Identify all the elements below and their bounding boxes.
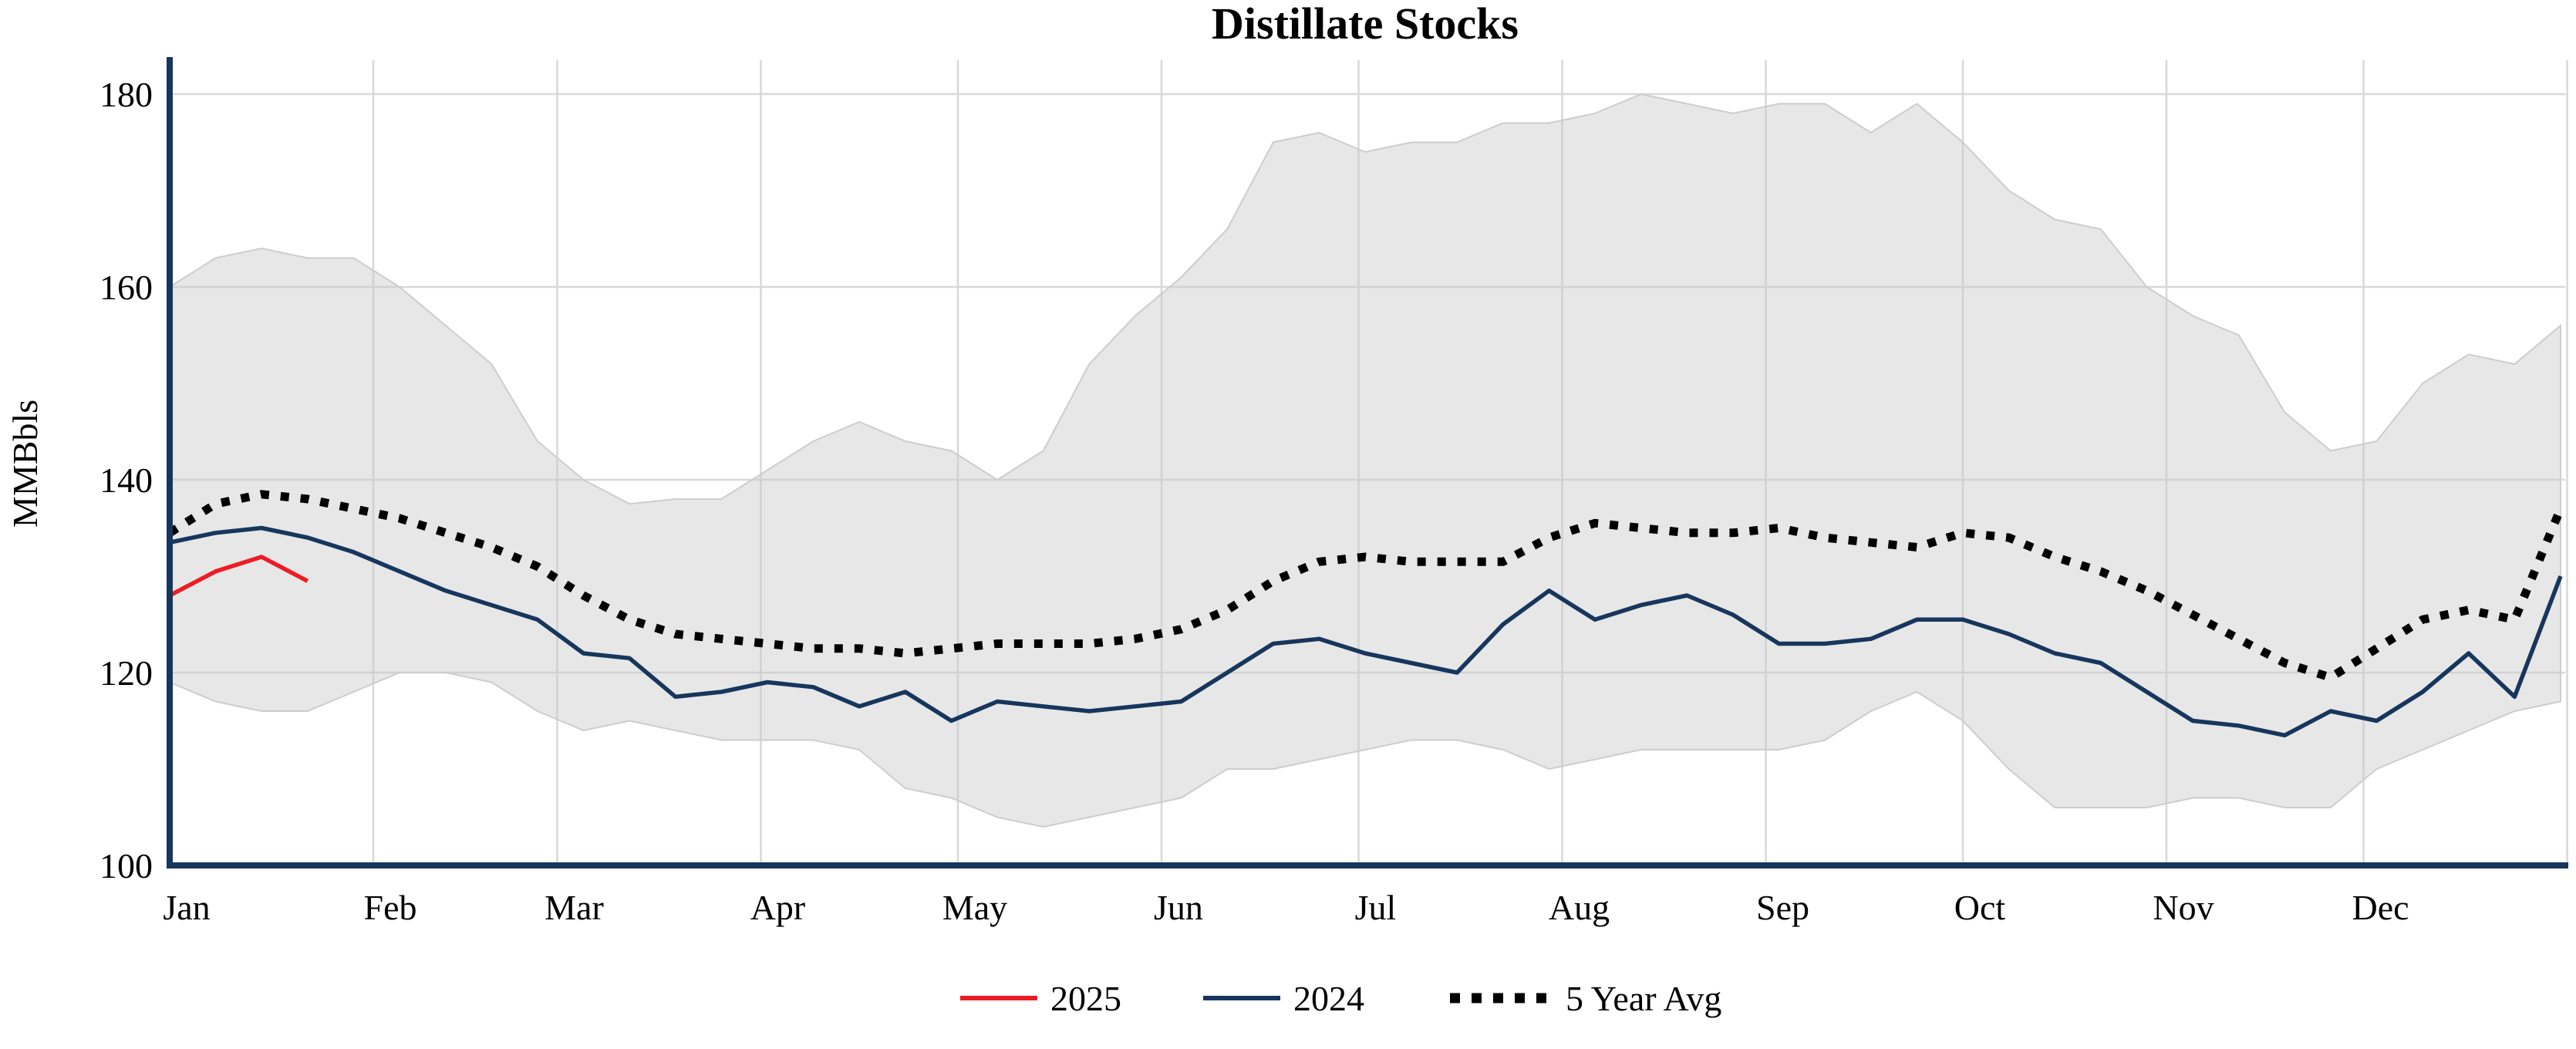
x-tick-label: Feb xyxy=(364,888,417,927)
gridlines xyxy=(170,60,2568,865)
legend: 2025 2024 5 Year Avg xyxy=(960,979,1721,1018)
y-tick-label: 160 xyxy=(99,268,153,307)
five-year-avg-line xyxy=(167,490,2565,682)
five-year-range-area xyxy=(169,93,2561,828)
x-tick-label: Oct xyxy=(1954,888,2006,927)
legend-2025-label: 2025 xyxy=(1050,979,1121,1018)
y-axis-label: MMBbls xyxy=(5,400,45,528)
y-tick-label: 100 xyxy=(99,846,153,885)
x-tick-label: Dec xyxy=(2352,888,2409,927)
x-tick-label: Apr xyxy=(750,888,806,927)
y-tick-label: 140 xyxy=(99,460,153,500)
x-tick-label: Jun xyxy=(1154,888,1203,927)
y-tick-label: 120 xyxy=(99,653,153,693)
x-tick-label: Mar xyxy=(545,888,604,927)
x-axis-tick-labels: Jan Feb Mar Apr May Jun Jul Aug Sep Oct Nov Dec xyxy=(163,888,2409,927)
x-tick-label: Jul xyxy=(1355,888,1397,927)
x-tick-label: Aug xyxy=(1549,888,1610,927)
y-axis-tick-labels: 100 120 140 160 180 xyxy=(99,75,153,885)
axis-spines xyxy=(167,57,2568,869)
x-tick-label: Sep xyxy=(1756,888,1809,927)
chart-title: Distillate Stocks xyxy=(1212,0,1519,49)
x-tick-label: May xyxy=(942,888,1007,927)
line-2024 xyxy=(169,525,2563,738)
y-tick-label: 180 xyxy=(99,75,153,114)
legend-5yr-avg-label: 5 Year Avg xyxy=(1566,979,1721,1018)
x-tick-label: Nov xyxy=(2153,888,2214,927)
x-tick-label: Jan xyxy=(163,888,210,927)
line-2025 xyxy=(168,555,309,598)
five-year-range-band xyxy=(169,93,2561,828)
series-lines xyxy=(167,490,2565,738)
legend-2024-label: 2024 xyxy=(1293,979,1364,1018)
